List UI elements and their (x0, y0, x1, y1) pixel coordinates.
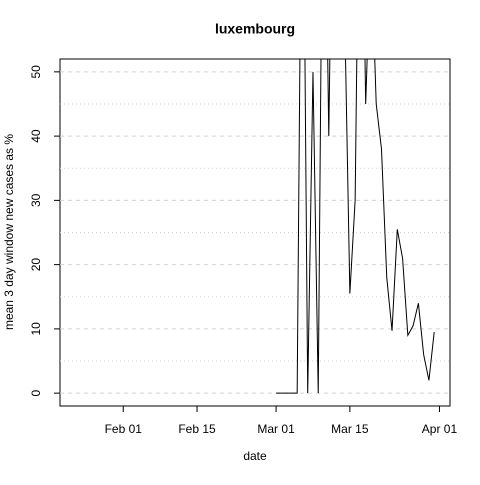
data-line (276, 59, 435, 394)
plot-frame (59, 58, 451, 407)
y-tick-label: 20 (29, 258, 43, 272)
x-axis-label: date (243, 449, 267, 463)
y-tick-label: 10 (29, 322, 43, 336)
x-tick-label: Feb 01 (105, 422, 143, 436)
y-tick-label: 30 (29, 193, 43, 207)
chart-title: luxembourg (215, 21, 295, 37)
y-tick-label: 50 (29, 65, 43, 79)
x-tick-label: Apr 01 (422, 422, 458, 436)
x-tick-label: Mar 01 (257, 422, 295, 436)
y-tick-label: 0 (29, 389, 43, 396)
x-tick-label: Feb 15 (178, 422, 216, 436)
x-tick-label: Mar 15 (331, 422, 369, 436)
y-tick-label: 40 (29, 129, 43, 143)
y-axis-label: mean 3 day window new cases as % (2, 134, 16, 330)
